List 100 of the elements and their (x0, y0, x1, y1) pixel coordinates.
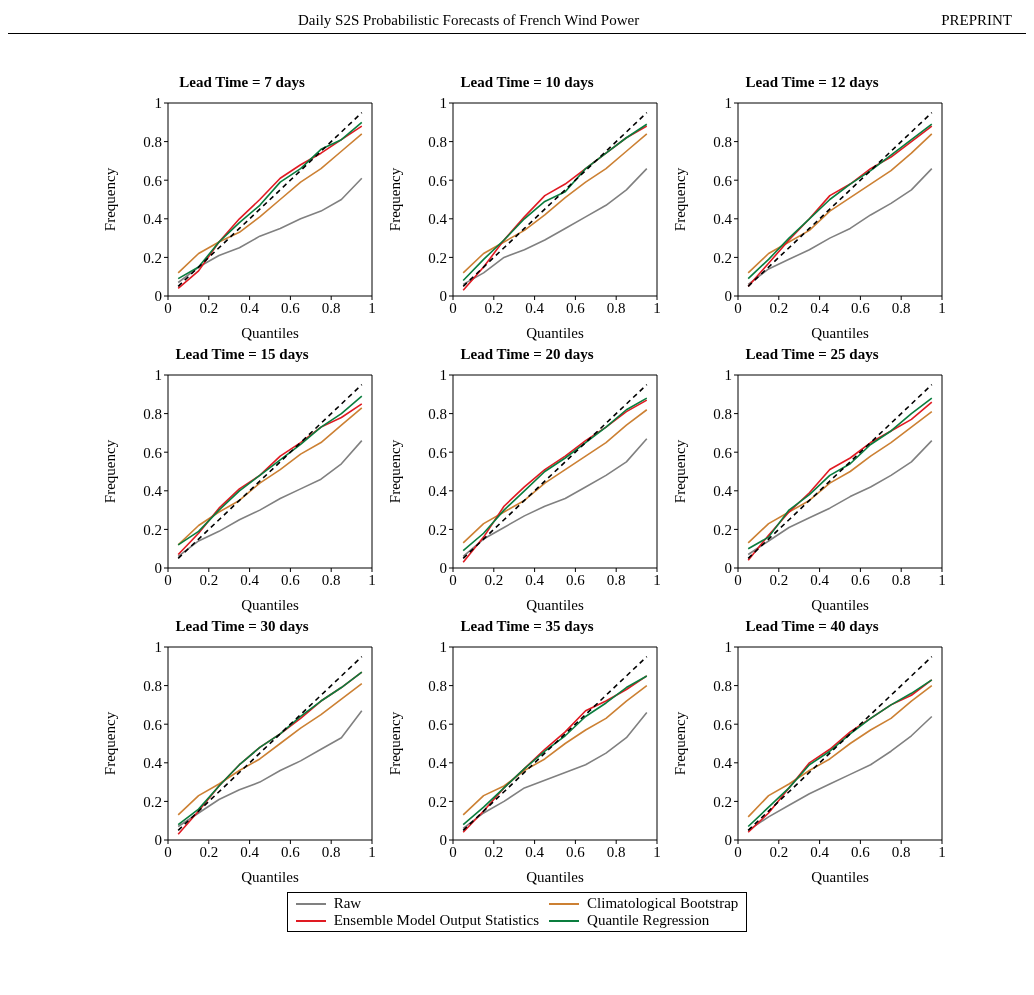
chart-title: Lead Time = 7 days (179, 74, 305, 92)
y-tick-label: 0.2 (712, 793, 732, 810)
chart-title: Lead Time = 15 days (175, 346, 309, 364)
chart-title: Lead Time = 25 days (745, 346, 879, 364)
x-axis-title: Quantiles (810, 597, 869, 613)
y-tick-label: 0 (724, 288, 732, 305)
x-tick-label: 0.2 (768, 571, 788, 588)
x-tick-label: 0.6 (280, 843, 300, 860)
x-tick-label: 0.8 (321, 571, 341, 588)
y-tick-label: 0.2 (712, 249, 732, 266)
x-tick-label: 0.6 (280, 299, 300, 316)
y-tick-label: 0.2 (427, 521, 447, 538)
y-tick-label: 1 (154, 95, 162, 112)
x-tick-label: 1 (937, 843, 946, 860)
y-tick-label: 1 (439, 639, 447, 656)
chart-title: Lead Time = 12 days (745, 74, 879, 92)
y-tick-label: 0.4 (142, 483, 162, 500)
x-tick-label: 0.4 (809, 571, 829, 588)
x-tick-label: 0.6 (565, 843, 585, 860)
text: PREPRINT (941, 12, 1012, 29)
x-tick-label: 0.2 (198, 843, 218, 860)
chart-title: Lead Time = 40 days (745, 618, 879, 636)
y-axis-title: Frequency (671, 167, 688, 232)
x-tick-label: 1 (367, 571, 376, 588)
y-axis-title: Frequency (386, 711, 403, 776)
x-axis-title: Quantiles (525, 325, 584, 341)
x-tick-label: 0.8 (321, 843, 341, 860)
x-tick-label: 0.4 (809, 299, 829, 316)
x-tick-label: 0.8 (891, 843, 911, 860)
y-tick-label: 0 (724, 832, 732, 849)
y-axis-title: Frequency (671, 439, 688, 504)
x-tick-label: 0.6 (850, 299, 870, 316)
y-tick-label: 0.6 (712, 444, 732, 461)
x-tick-label: 0.6 (850, 571, 870, 588)
legend-label: Ensemble Model Output Statistics (333, 912, 540, 929)
y-tick-label: 0.4 (712, 755, 732, 772)
y-axis-title: Frequency (101, 439, 118, 504)
y-axis-title: Frequency (101, 711, 118, 776)
y-tick-label: 0.6 (712, 172, 732, 189)
y-tick-label: 0.4 (142, 755, 162, 772)
y-tick-label: 0 (439, 560, 447, 577)
y-tick-label: 1 (724, 639, 732, 656)
y-tick-label: 1 (439, 95, 447, 112)
x-tick-label: 0.6 (565, 571, 585, 588)
x-tick-label: 0.2 (198, 299, 218, 316)
x-tick-label: 0.2 (483, 571, 503, 588)
y-tick-label: 0 (439, 288, 447, 305)
x-axis-title: Quantiles (240, 869, 299, 885)
y-tick-label: 0.6 (142, 444, 162, 461)
chart-title: Lead Time = 35 days (460, 618, 594, 636)
y-tick-label: 0.4 (427, 483, 447, 500)
y-tick-label: 0.4 (712, 483, 732, 500)
y-tick-label: 0.8 (427, 677, 447, 694)
x-tick-label: 0.4 (524, 571, 544, 588)
x-axis-title: Quantiles (240, 325, 299, 341)
y-tick-label: 0.6 (142, 716, 162, 733)
y-tick-label: 0.8 (427, 405, 447, 422)
x-tick-label: 0.4 (524, 843, 544, 860)
y-tick-label: 0 (154, 832, 162, 849)
y-tick-label: 0.2 (712, 521, 732, 538)
y-tick-label: 0.8 (427, 133, 447, 150)
chart-title: Lead Time = 10 days (460, 74, 594, 92)
x-tick-label: 0.4 (809, 843, 829, 860)
x-tick-label: 1 (652, 571, 661, 588)
y-tick-label: 0.4 (427, 211, 447, 228)
x-tick-label: 0.4 (239, 299, 259, 316)
x-axis-title: Quantiles (525, 869, 584, 885)
y-tick-label: 0 (439, 832, 447, 849)
y-tick-label: 0 (724, 560, 732, 577)
y-tick-label: 0.6 (427, 716, 447, 733)
y-tick-label: 1 (154, 367, 162, 384)
y-tick-label: 0.6 (427, 172, 447, 189)
legend-label: Raw (333, 895, 362, 912)
y-tick-label: 1 (724, 367, 732, 384)
x-tick-label: 0.6 (850, 843, 870, 860)
x-tick-label: 0.2 (483, 299, 503, 316)
y-tick-label: 0.8 (712, 133, 732, 150)
x-tick-label: 0.8 (606, 571, 626, 588)
legend-label: Climatological Bootstrap (587, 895, 739, 912)
x-tick-label: 0.4 (239, 571, 259, 588)
x-tick-label: 1 (652, 299, 661, 316)
x-tick-label: 0.6 (280, 571, 300, 588)
y-tick-label: 0.6 (427, 444, 447, 461)
y-tick-label: 1 (154, 639, 162, 656)
x-tick-label: 0.8 (606, 299, 626, 316)
x-tick-label: 0.8 (321, 299, 341, 316)
y-axis-title: Frequency (671, 711, 688, 776)
legend-label: Quantile Regression (587, 912, 710, 929)
x-tick-label: 0.4 (239, 843, 259, 860)
y-tick-label: 0.2 (427, 793, 447, 810)
y-tick-label: 0.6 (712, 716, 732, 733)
y-tick-label: 0.6 (142, 172, 162, 189)
x-tick-label: 0.2 (768, 299, 788, 316)
text: Daily S2S Probabilistic Forecasts of French Wind Power (298, 12, 640, 29)
x-axis-title: Quantiles (240, 597, 299, 613)
y-tick-label: 0.2 (142, 793, 162, 810)
y-tick-label: 0 (154, 288, 162, 305)
y-axis-title: Frequency (386, 439, 403, 504)
y-tick-label: 0.8 (142, 405, 162, 422)
y-tick-label: 0.2 (142, 249, 162, 266)
